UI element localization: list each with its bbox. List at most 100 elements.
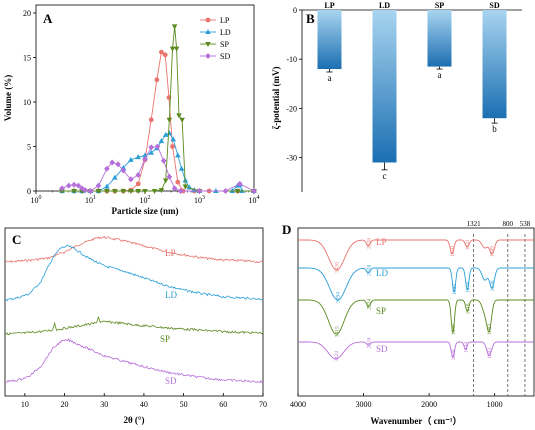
a-point bbox=[158, 138, 165, 144]
d-peak-label: 1421 bbox=[465, 239, 471, 250]
a-legend-label: LP bbox=[220, 16, 230, 25]
d-peak-label: 1650 bbox=[450, 246, 456, 257]
a-xtick-base: 10 bbox=[85, 196, 93, 205]
a-point bbox=[104, 189, 110, 194]
c-xtick-label: 10 bbox=[21, 400, 29, 409]
c-series-line bbox=[4, 337, 264, 384]
a-point bbox=[170, 136, 177, 142]
d-peak-label: 1444 bbox=[464, 342, 470, 353]
d-peak-label: 3424 bbox=[334, 351, 340, 362]
c-series-label: LP bbox=[165, 248, 176, 258]
b-category-label: SD bbox=[489, 1, 499, 10]
panel-b-ylabel: ζ-potential (mV) bbox=[271, 67, 281, 130]
panel-d: D Wavenumber（ cm⁻¹） 4000 3000 2000 1000 1321… bbox=[282, 220, 535, 426]
b-ytick-label: -20 bbox=[286, 104, 297, 113]
a-xtick-exp: 3 bbox=[202, 195, 205, 201]
a-xtick-label: 102 bbox=[140, 195, 151, 205]
d-peak-label: 3415 bbox=[334, 326, 340, 337]
a-point bbox=[205, 29, 211, 34]
d-series-label: LD bbox=[376, 268, 388, 278]
b-sig-letter: c bbox=[383, 171, 387, 181]
d-peak-label: 2928 bbox=[366, 238, 372, 249]
a-xtick-exp: 4 bbox=[257, 195, 260, 201]
a-series-line bbox=[62, 132, 254, 192]
panel-c-plot: 10 20 30 40 50 60 70 LP LD SP SD bbox=[4, 235, 267, 409]
a-point bbox=[178, 165, 185, 171]
a-xtick-label: 101 bbox=[85, 195, 96, 205]
a-legend-label: LD bbox=[220, 28, 231, 37]
panel-c-frame bbox=[4, 227, 264, 397]
a-point bbox=[251, 188, 257, 194]
d-series-line bbox=[298, 267, 534, 301]
a-point bbox=[166, 173, 173, 180]
a-point bbox=[205, 53, 211, 59]
a-point bbox=[142, 189, 148, 194]
d-ref-label: 538 bbox=[520, 220, 531, 228]
a-point bbox=[176, 113, 182, 119]
panel-a-ylabel: Volume (%) bbox=[3, 75, 13, 121]
panel-d-plot: 4000 3000 2000 1000 1321 800 538 LP 3410 2928 1650… bbox=[290, 220, 534, 409]
a-xtick-label: 103 bbox=[194, 195, 205, 205]
c-xtick-label: 20 bbox=[61, 400, 69, 409]
a-point bbox=[71, 189, 77, 194]
d-peak-label: 3410 bbox=[335, 262, 341, 273]
panel-b-letter: B bbox=[306, 11, 315, 26]
a-point bbox=[120, 189, 127, 194]
b-ytick-label: 0 bbox=[293, 6, 297, 15]
d-peak-label: 1638 bbox=[451, 349, 457, 360]
a-point bbox=[166, 117, 173, 123]
panel-a-xlabel: Particle size (nm) bbox=[112, 206, 179, 216]
a-xtick-base: 10 bbox=[140, 196, 148, 205]
panel-b-plot: 0 -10 -20 -30 a LP c LD a SP b SD bbox=[286, 1, 522, 192]
a-point bbox=[175, 152, 181, 158]
a-point bbox=[112, 189, 118, 194]
d-series-line bbox=[298, 239, 534, 271]
panel-c-xlabel: 2θ (°) bbox=[123, 415, 144, 425]
c-xtick-label: 40 bbox=[140, 400, 148, 409]
b-ytick-label: -30 bbox=[286, 154, 297, 163]
a-point bbox=[173, 46, 180, 52]
a-point bbox=[160, 157, 167, 164]
a-point bbox=[142, 155, 148, 162]
panel-d-letter: D bbox=[282, 222, 291, 237]
a-point bbox=[237, 180, 243, 187]
d-peak-label: 1083 bbox=[487, 324, 493, 335]
a-point bbox=[128, 156, 134, 162]
a-point bbox=[59, 185, 65, 192]
a-point bbox=[213, 188, 219, 193]
panel-d-frame bbox=[297, 227, 535, 397]
a-point bbox=[120, 167, 127, 174]
d-peak-label: 1418 bbox=[465, 282, 471, 293]
a-ytick-label: 10 bbox=[23, 98, 31, 107]
a-xtick-base: 10 bbox=[31, 196, 39, 205]
a-xtick-exp: 2 bbox=[148, 195, 151, 201]
d-series-line bbox=[298, 299, 534, 335]
c-series-label: SD bbox=[165, 376, 177, 386]
d-xtick-label: 2000 bbox=[421, 400, 437, 409]
a-point bbox=[109, 159, 115, 166]
a-point bbox=[179, 117, 185, 123]
b-sig-letter: a bbox=[328, 73, 332, 83]
a-ytick-label: 0 bbox=[27, 187, 31, 196]
d-peak-label: 1049 bbox=[489, 246, 495, 257]
a-point bbox=[175, 179, 181, 185]
a-xtick-base: 10 bbox=[249, 196, 257, 205]
a-point bbox=[104, 165, 110, 172]
d-peak-label: 3394 bbox=[336, 292, 342, 303]
b-bar bbox=[317, 10, 342, 70]
a-point bbox=[128, 189, 134, 194]
a-point bbox=[205, 17, 211, 23]
a-point bbox=[177, 188, 184, 194]
a-point bbox=[135, 189, 141, 194]
a-point bbox=[135, 181, 141, 187]
b-ytick-label: -10 bbox=[286, 55, 297, 64]
a-point bbox=[182, 184, 189, 190]
b-category-label: LP bbox=[324, 1, 334, 10]
a-point bbox=[151, 189, 158, 194]
a-point bbox=[159, 49, 164, 55]
panel-a: A Particle size (nm) Volume (%) 05101520… bbox=[3, 4, 260, 216]
d-peak-label: 1620 bbox=[452, 284, 458, 295]
a-legend-label: SP bbox=[220, 40, 229, 49]
